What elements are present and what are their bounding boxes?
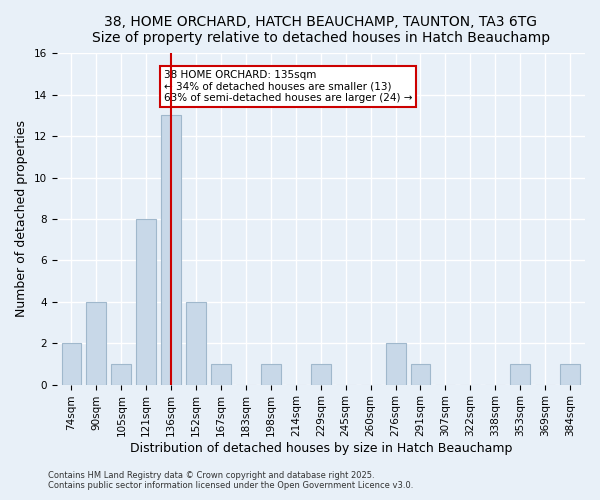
Bar [311, 364, 331, 384]
Bar [261, 364, 281, 384]
Bar [186, 302, 206, 384]
Bar [510, 364, 530, 384]
Text: Contains HM Land Registry data © Crown copyright and database right 2025.
Contai: Contains HM Land Registry data © Crown c… [48, 470, 413, 490]
Text: 38 HOME ORCHARD: 135sqm
← 34% of detached houses are smaller (13)
63% of semi-de: 38 HOME ORCHARD: 135sqm ← 34% of detache… [164, 70, 412, 103]
X-axis label: Distribution of detached houses by size in Hatch Beauchamp: Distribution of detached houses by size … [130, 442, 512, 455]
Title: 38, HOME ORCHARD, HATCH BEAUCHAMP, TAUNTON, TA3 6TG
Size of property relative to: 38, HOME ORCHARD, HATCH BEAUCHAMP, TAUNT… [92, 15, 550, 45]
Bar [410, 364, 430, 384]
Bar [211, 364, 231, 384]
Bar [112, 364, 131, 384]
Bar [161, 116, 181, 384]
Bar [86, 302, 106, 384]
Bar [62, 343, 82, 384]
Bar [386, 343, 406, 384]
Bar [136, 219, 156, 384]
Bar [560, 364, 580, 384]
Y-axis label: Number of detached properties: Number of detached properties [15, 120, 28, 318]
